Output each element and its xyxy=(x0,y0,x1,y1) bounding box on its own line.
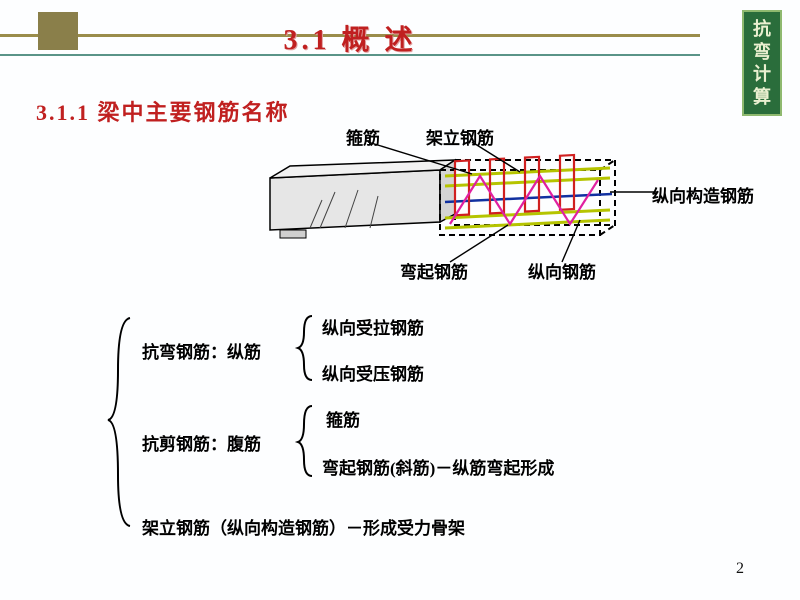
side-tab-char: 算 xyxy=(753,86,771,109)
shear-item: 弯起钢筋(斜筋)－纵筋弯起形成 xyxy=(322,454,554,479)
section-heading: 3.1.1 梁中主要钢筋名称 xyxy=(36,95,290,127)
bending-label: 抗弯钢筋：纵筋 xyxy=(142,338,261,363)
label-bent-up: 弯起钢筋 xyxy=(400,258,468,283)
label-stirrup: 箍筋 xyxy=(346,124,380,149)
label-long-bar: 纵向钢筋 xyxy=(528,258,596,283)
label-erection-bar: 架立钢筋 xyxy=(426,124,494,149)
bending-item: 纵向受拉钢筋 xyxy=(322,314,424,339)
erection-line: 架立钢筋（纵向构造钢筋）－形成受力骨架 xyxy=(142,514,465,539)
side-tab-char: 计 xyxy=(753,63,771,86)
beam-diagram: 箍筋 架立钢筋 纵向构造钢筋 弯起钢筋 纵向钢筋 xyxy=(250,130,770,290)
beam-svg xyxy=(250,130,770,290)
shear-label: 抗剪钢筋：腹筋 xyxy=(142,430,261,455)
side-tab: 抗 弯 计 算 xyxy=(742,10,782,116)
label-long-constr: 纵向构造钢筋 xyxy=(652,182,754,207)
bending-item: 纵向受压钢筋 xyxy=(322,360,424,385)
side-tab-char: 弯 xyxy=(753,41,771,64)
page-number: 2 xyxy=(736,560,744,578)
page-title: 3.1 概 述 xyxy=(0,18,700,58)
side-tab-char: 抗 xyxy=(753,18,771,41)
shear-item: 箍筋 xyxy=(326,406,360,431)
